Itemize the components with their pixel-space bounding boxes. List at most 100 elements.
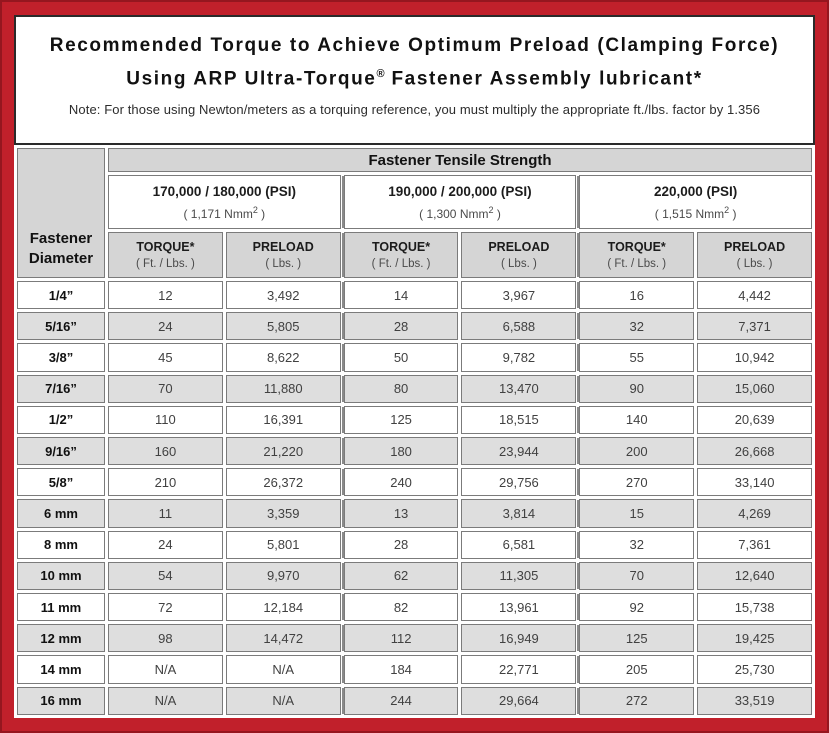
value-cell: 54	[108, 561, 223, 591]
value-cell: 72	[108, 593, 223, 622]
value-cell: 13,961	[461, 593, 577, 622]
torque-table: Fastener Diameter Fastener Tensile Stren…	[14, 145, 815, 718]
value-cell: 26,372	[225, 468, 341, 497]
table-row: 16 mm N/A N/A 244 29,664 272 33,519	[17, 686, 812, 715]
diameter-cell: 7/16”	[17, 374, 105, 403]
newton-meters-note: Note: For those using Newton/meters as a…	[68, 102, 761, 118]
nmm-value-2: ( 1,300 Nmm2 )	[419, 204, 501, 221]
value-cell: 272	[579, 686, 695, 715]
table-row: 5/8” 210 26,372 240 29,756 270 33,140	[17, 468, 812, 497]
value-cell: 16	[579, 281, 695, 310]
torque-column-header-3: TORQUE* ( Ft. / Lbs. )	[579, 232, 695, 278]
table-row: 12 mm 98 14,472 112 16,949 125 19,425	[17, 624, 812, 653]
table-wrapper: Fastener Diameter Fastener Tensile Stren…	[14, 145, 815, 718]
value-cell: 11	[108, 499, 223, 528]
value-cell: N/A	[225, 655, 341, 684]
psi-group-header-2: 190,000 / 200,000 (PSI) ( 1,300 Nmm2 )	[343, 175, 577, 229]
torque-preload-header-row: TORQUE* ( Ft. / Lbs. ) PRELOAD ( Lbs. ) …	[17, 232, 812, 278]
fastener-tensile-strength-header: Fastener Tensile Strength	[108, 148, 812, 172]
value-cell: 112	[343, 624, 459, 653]
diameter-cell: 9/16”	[17, 437, 105, 466]
value-cell: 20,639	[697, 405, 812, 435]
value-cell: 4,269	[697, 499, 812, 528]
value-cell: 270	[579, 468, 695, 497]
value-cell: 140	[579, 405, 695, 435]
table-row: 5/16” 24 5,805 28 6,588 32 7,371	[17, 312, 812, 341]
table-row: 10 mm 54 9,970 62 11,305 70 12,640	[17, 561, 812, 591]
value-cell: 15,060	[697, 374, 812, 403]
value-cell: 3,814	[461, 499, 577, 528]
value-cell: 82	[343, 593, 459, 622]
table-row: 7/16” 70 11,880 80 13,470 90 15,060	[17, 374, 812, 403]
value-cell: 11,305	[461, 561, 577, 591]
value-cell: 210	[108, 468, 223, 497]
psi-value-2: 190,000 / 200,000 (PSI)	[388, 183, 532, 199]
value-cell: 125	[343, 405, 459, 435]
value-cell: 33,140	[697, 468, 812, 497]
diameter-cell: 16 mm	[17, 686, 105, 715]
value-cell: 9,970	[225, 561, 341, 591]
nmm-value-1: ( 1,171 Nmm2 )	[183, 204, 266, 221]
preload-column-header-1: PRELOAD ( Lbs. )	[225, 232, 341, 278]
value-cell: 21,220	[225, 437, 341, 466]
title-line2-prefix: Using ARP Ultra-Torque	[126, 68, 377, 90]
nmm-value-3: ( 1,515 Nmm2 )	[654, 204, 737, 221]
value-cell: 92	[579, 593, 695, 622]
value-cell: 7,371	[697, 312, 812, 341]
value-cell: 11,880	[225, 374, 341, 403]
diameter-cell: 6 mm	[17, 499, 105, 528]
value-cell: 98	[108, 624, 223, 653]
title-line2-suffix: Fastener Assembly lubricant*	[384, 68, 703, 90]
value-cell: 23,944	[461, 437, 577, 466]
value-cell: 240	[343, 468, 459, 497]
page-title-line2: Using ARP Ultra-Torque® Fastener Assembl…	[16, 60, 813, 93]
value-cell: 18,515	[461, 405, 577, 435]
value-cell: 8,622	[225, 343, 341, 372]
value-cell: 3,492	[225, 281, 341, 310]
title-box: Recommended Torque to Achieve Optimum Pr…	[14, 15, 815, 145]
psi-value-3: 220,000 (PSI)	[654, 183, 738, 199]
table-row: 14 mm N/A N/A 184 22,771 205 25,730	[17, 655, 812, 684]
value-cell: 13,470	[461, 374, 577, 403]
value-cell: 15	[579, 499, 695, 528]
psi-group-header-1: 170,000 / 180,000 (PSI) ( 1,171 Nmm2 )	[108, 175, 341, 229]
value-cell: 19,425	[697, 624, 812, 653]
value-cell: 205	[579, 655, 695, 684]
value-cell: 10,942	[697, 343, 812, 372]
value-cell: 32	[579, 312, 695, 341]
value-cell: 7,361	[697, 530, 812, 559]
value-cell: 26,668	[697, 437, 812, 466]
table-row: 11 mm 72 12,184 82 13,961 92 15,738	[17, 593, 812, 622]
diameter-cell: 5/16”	[17, 312, 105, 341]
diameter-cell: 8 mm	[17, 530, 105, 559]
table-row: 3/8” 45 8,622 50 9,782 55 10,942	[17, 343, 812, 372]
diameter-cell: 12 mm	[17, 624, 105, 653]
psi-value-1: 170,000 / 180,000 (PSI)	[152, 183, 296, 199]
value-cell: 12,184	[225, 593, 341, 622]
value-cell: 244	[343, 686, 459, 715]
psi-header-row: 170,000 / 180,000 (PSI) ( 1,171 Nmm2 ) 1…	[17, 175, 812, 229]
tensile-header-row: Fastener Diameter Fastener Tensile Stren…	[17, 148, 812, 278]
torque-column-header-2: TORQUE* ( Ft. / Lbs. )	[343, 232, 459, 278]
value-cell: 9,782	[461, 343, 577, 372]
value-cell: 28	[343, 530, 459, 559]
value-cell: 14,472	[225, 624, 341, 653]
value-cell: 4,442	[697, 281, 812, 310]
table-row: 6 mm 11 3,359 13 3,814 15 4,269	[17, 499, 812, 528]
content-area: Recommended Torque to Achieve Optimum Pr…	[14, 15, 815, 718]
value-cell: 62	[343, 561, 459, 591]
diameter-cell: 5/8”	[17, 468, 105, 497]
value-cell: 14	[343, 281, 459, 310]
value-cell: 125	[579, 624, 695, 653]
value-cell: 70	[108, 374, 223, 403]
value-cell: 3,359	[225, 499, 341, 528]
psi-group-header-3: 220,000 (PSI) ( 1,515 Nmm2 )	[579, 175, 812, 229]
preload-column-header-2: PRELOAD ( Lbs. )	[461, 232, 577, 278]
value-cell: 50	[343, 343, 459, 372]
diameter-cell: 1/4”	[17, 281, 105, 310]
value-cell: 16,391	[225, 405, 341, 435]
value-cell: 3,967	[461, 281, 577, 310]
value-cell: 6,588	[461, 312, 577, 341]
value-cell: 160	[108, 437, 223, 466]
